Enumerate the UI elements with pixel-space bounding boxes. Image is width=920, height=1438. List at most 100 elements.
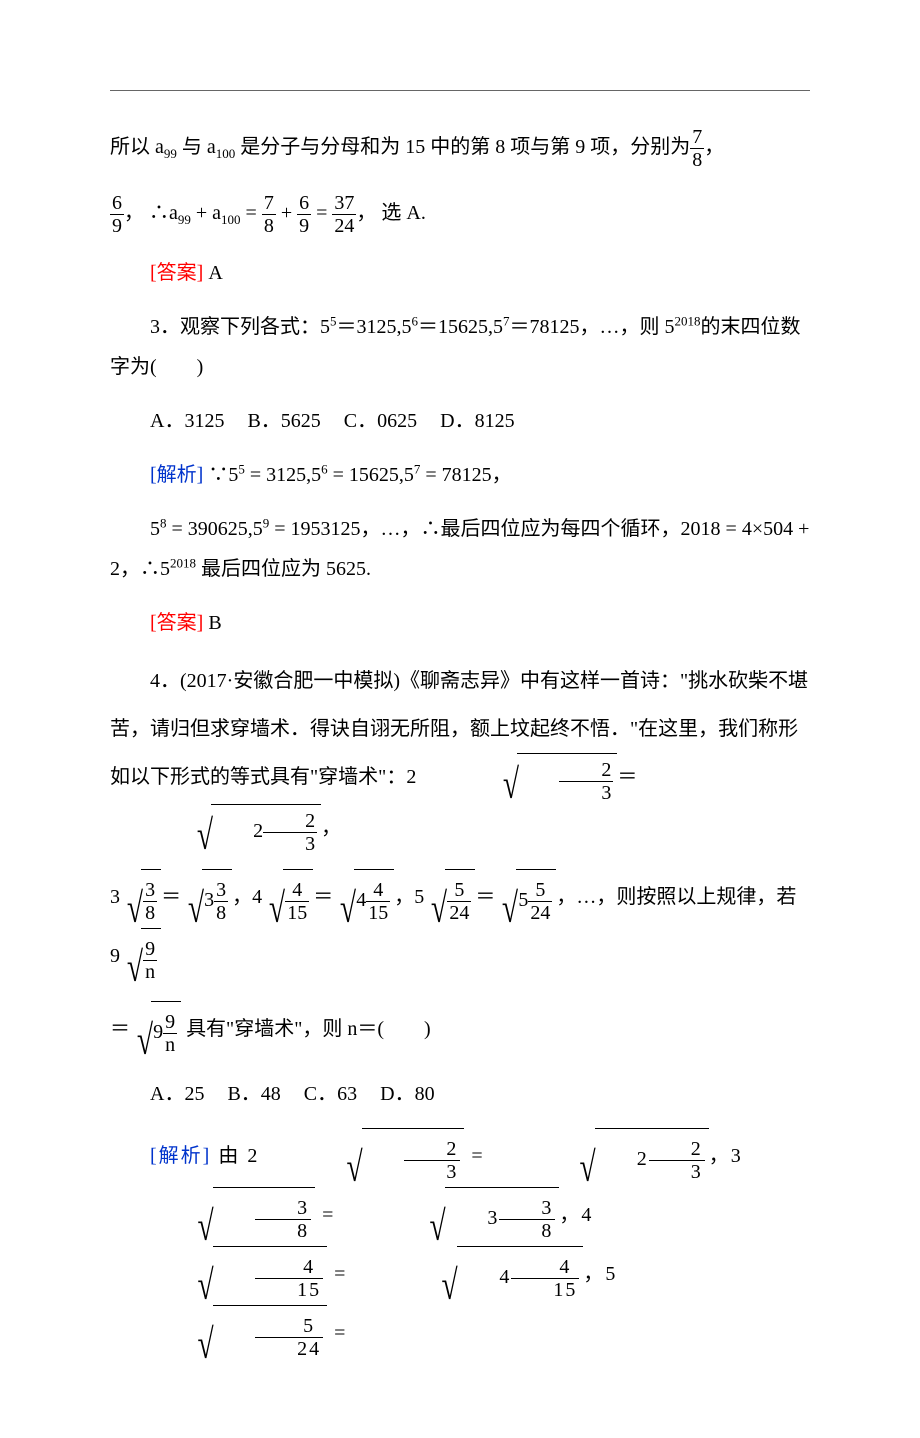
sqrt: √5524 [495,869,556,928]
text: ，5 [394,886,424,908]
fraction: 78 [262,193,276,236]
surd-icon: √ [551,1149,597,1187]
question-3-analysis-2: 58 = 390625,59 = 1953125，…，∴最后四位应为每四个循环，… [110,509,810,589]
text: + [276,202,297,224]
text: = 15625,5 [328,464,414,486]
continuation-line-2: 69， ∴a99 + a100 = 78 + 69 = 3724， 选 A. [110,187,810,239]
fraction: 78 [690,127,704,170]
text: = [311,202,332,224]
sub: 99 [178,212,191,227]
sqrt: √338 [181,869,232,928]
fraction: 23 [263,811,317,854]
surd-icon: √ [188,890,204,928]
question-4: 4．(2017·安徽合肥一中模拟)《聊斋志异》中有这样一首诗："挑水砍柴不堪苦，… [110,657,810,855]
option-b: B．5625 [247,410,320,432]
fraction: 524 [528,880,552,923]
fraction: 415 [255,1257,323,1300]
question-3-analysis-1: [解析] ∵55 = 3125,56 = 15625,57 = 78125， [110,455,810,495]
surd-icon: √ [170,1326,216,1364]
text: ＝ [617,766,637,788]
sqrt: √99n [130,1001,181,1060]
fraction: 415 [366,880,390,923]
analysis-label: [解析] [150,464,203,486]
text: ＝ [475,886,495,908]
answer-label: [答案] [150,612,203,634]
fraction: 415 [285,880,309,923]
text: = [241,202,262,224]
question-4-cont: 3√38＝√338，4√415＝√4415，5√524＝√5524，…，则按照以… [110,869,810,987]
sqrt: √4415 [333,869,394,928]
fraction: 69 [110,193,124,236]
sub: 100 [221,212,241,227]
fraction: 38 [255,1198,311,1241]
document-page: 所以 a99 与 a100 是分子与分母和为 15 中的第 8 项与第 9 项，… [0,0,920,1438]
whole: 9 [153,1021,163,1043]
text: 最后四位应为 5625. [196,558,371,580]
text: 是分子与分母和为 15 中的第 8 项与第 9 项，分别为 [235,136,690,158]
text: 3．观察下列各式：5 [150,316,330,338]
whole: 4 [356,889,366,911]
sqrt: √23 [259,1128,464,1187]
text: ， [704,136,724,158]
text: ＝ [313,886,333,908]
sqrt: √524 [424,869,475,928]
sqrt: √ 4415 [354,1246,583,1305]
sqrt: √223 [110,804,321,855]
question-4-options: A．25 B．48 C．63 D．80 [110,1074,810,1114]
text: ＝ [110,1018,130,1040]
option-d: D．8125 [440,410,514,432]
surd-icon: √ [137,1022,153,1060]
whole: 5 [518,889,528,911]
fraction: 9n [163,1012,177,1055]
text: 与 a [177,136,216,158]
text: = 78125， [420,464,511,486]
text: = [315,1204,342,1226]
fraction: 38 [214,880,228,923]
text: ＝ [161,886,181,908]
fraction: 524 [255,1316,323,1359]
text: ，3 [709,1145,743,1167]
fraction: 415 [511,1257,579,1300]
option-d: D．80 [380,1083,434,1105]
option-a: A．25 [150,1083,204,1105]
continuation-line-1: 所以 a99 与 a100 是分子与分母和为 15 中的第 8 项与第 9 项，… [110,121,810,173]
fraction: 69 [297,193,311,236]
text: ， ∴a [124,202,178,224]
text: = [327,1263,354,1285]
option-a: A．3125 [150,410,224,432]
surd-icon: √ [127,949,143,987]
whole: 4 [499,1266,511,1288]
fraction: 9n [143,939,157,982]
surd-icon: √ [340,890,356,928]
text: ，4 [232,886,262,908]
whole: 2 [637,1148,649,1170]
fraction: 3724 [332,193,356,236]
sqrt: √23 [416,753,617,804]
surd-icon: √ [170,1208,216,1246]
surd-icon: √ [414,1267,460,1305]
question-4-analysis: [解析] 由 2√23 = √223，3√38 = √338，4√415 = √… [110,1128,810,1364]
fraction: 38 [143,880,157,923]
answer-line: [答案] A [110,253,810,293]
fraction: 23 [649,1139,705,1182]
whole: 3 [204,889,214,911]
text: 所以 a [110,136,164,158]
surd-icon: √ [502,890,518,928]
sub: 100 [216,146,236,161]
question-3: 3．观察下列各式：55＝3125,56＝15625,57＝78125，…，则 5… [110,307,810,387]
text: ，5 [583,1263,617,1285]
fraction: 38 [499,1198,555,1241]
text: ＝3125,5 [337,316,412,338]
text: = [327,1322,347,1344]
surd-icon: √ [475,766,519,804]
text: ， 选 A. [356,202,425,224]
text: = 390625,5 [167,518,263,540]
surd-icon: √ [402,1208,448,1246]
question-4-cont2: ＝√99n 具有"穿墙术"，则 n＝( ) [110,1001,810,1060]
option-c: C．0625 [344,410,417,432]
surd-icon: √ [170,1267,216,1305]
sqrt: √415 [262,869,313,928]
answer-label: [答案] [150,262,203,284]
sqrt: √38 [120,869,161,928]
answer-value: A [203,262,222,284]
